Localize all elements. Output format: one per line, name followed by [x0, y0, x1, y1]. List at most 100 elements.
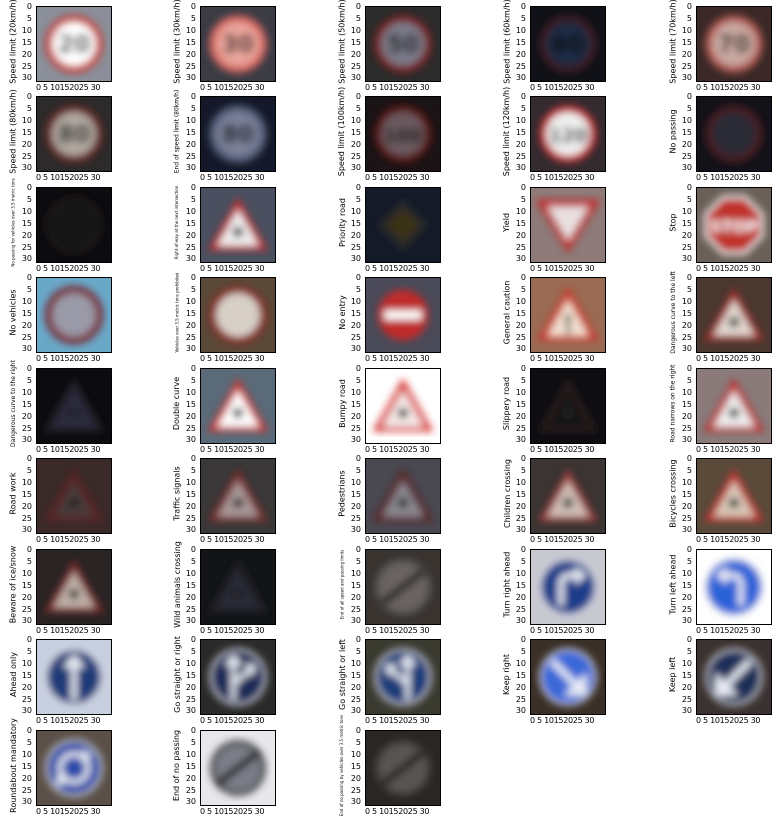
y-tick-label: 25 — [21, 242, 32, 252]
y-axis-ticks: 0 5 10 15 20 25 30 — [512, 454, 528, 534]
y-tick-label: 30 — [350, 525, 361, 535]
y-tick-label: 10 — [185, 387, 196, 397]
y-tick-label: 20 — [515, 230, 526, 240]
y-tick-label: 30 — [21, 616, 32, 626]
y-tick-label: 30 — [515, 344, 526, 354]
y-axis-ticks: 0 5 10 15 20 25 30 — [678, 183, 694, 263]
y-tick-label: 15 — [350, 670, 361, 680]
x-axis-ticks: 0 5 10152025 30 — [365, 807, 430, 816]
y-axis-ticks: 0 5 10 15 20 25 30 — [512, 93, 528, 172]
y-axis-ticks: 0 5 10 15 20 25 30 — [182, 93, 198, 173]
y-tick-label: 5 — [686, 285, 692, 295]
y-tick-label: 25 — [185, 785, 196, 795]
y-tick-label: 5 — [355, 104, 361, 114]
y-tick-label: 10 — [515, 477, 526, 487]
y-axis-ticks: 0 5 10 15 20 25 30 — [347, 274, 363, 354]
sign-class-label-text: Slippery road — [502, 376, 512, 430]
sign-subplot: No passing 0 5 10 15 20 25 30 0 5 10152025 30 — [660, 93, 782, 183]
y-tick-label: 20 — [515, 501, 526, 511]
sign-class-label-text: Speed limit (30km/h) — [172, 0, 182, 84]
sign-subplot: Speed limit (50km/h) 0 5 10 15 20 25 30 50 0 5 10… — [329, 0, 479, 93]
y-tick-label: 30 — [350, 344, 361, 354]
y-axis-ticks: 0 5 10 15 20 25 30 — [182, 545, 198, 625]
x-axis-ticks: 0 5 10152025 30 — [696, 83, 761, 92]
y-axis-ticks: 0 5 10 15 20 25 30 — [347, 365, 363, 444]
y-tick-label: 10 — [21, 206, 32, 216]
y-tick-label: 15 — [21, 580, 32, 590]
sign-class-label-text: Keep left — [668, 656, 678, 692]
sign-subplot: Double curve 0 5 10 15 20 25 30 0 5 10152025 30 — [164, 365, 314, 455]
y-tick-label: 10 — [350, 387, 361, 397]
y-tick-label: 5 — [355, 14, 361, 24]
y-tick-label: 25 — [21, 423, 32, 433]
y-tick-label: 15 — [515, 399, 526, 409]
y-tick-label: 15 — [350, 399, 361, 409]
y-tick-label: 20 — [350, 139, 361, 149]
sign-image — [530, 368, 606, 444]
y-tick-label: 5 — [686, 557, 692, 567]
y-tick-label: 30 — [21, 163, 32, 173]
y-tick-label: 15 — [21, 127, 32, 137]
x-axis-ticks: 0 5 10152025 30 — [365, 626, 430, 635]
y-tick-label: 0 — [190, 545, 196, 555]
y-tick-label: 5 — [520, 285, 526, 295]
y-tick-label: 20 — [185, 230, 196, 240]
x-axis-ticks: 0 5 10152025 30 — [36, 173, 101, 182]
y-tick-label: 15 — [350, 580, 361, 590]
y-tick-label: 25 — [350, 61, 361, 71]
y-axis-ticks: 0 5 10 15 20 25 30 — [347, 2, 363, 82]
y-tick-label: 15 — [350, 761, 361, 771]
y-axis-ticks: 0 5 10 15 20 25 30 — [18, 274, 34, 353]
y-tick-label: 10 — [515, 568, 526, 578]
y-tick-label: 30 — [185, 706, 196, 716]
y-tick-label: 10 — [515, 115, 526, 125]
sign-subplot: Speed limit (60km/h) 0 5 10 15 20 25 30 60 0 5 10… — [494, 0, 644, 93]
y-tick-label: 10 — [515, 25, 526, 35]
y-tick-label: 15 — [515, 580, 526, 590]
sign-image — [365, 187, 441, 263]
sign-class-label-text: End of all speed and passing limits — [339, 549, 345, 619]
sign-image: 80 — [200, 96, 276, 172]
svg-text:STOP: STOP — [710, 217, 758, 236]
y-tick-label: 15 — [515, 308, 526, 318]
sign-subplot: Bumpy road 0 5 10 15 20 25 30 0 5 10152025 30 — [329, 365, 479, 455]
y-tick-label: 5 — [26, 557, 32, 567]
sign-subplot: Yield 0 5 10 15 20 25 30 0 5 10152025 30 — [494, 184, 644, 274]
y-axis-ticks: 0 5 10 15 20 25 30 — [18, 455, 34, 534]
y-tick-label: 20 — [681, 682, 692, 692]
y-tick-label: 15 — [350, 218, 361, 228]
sign-class-label-text: End of speed limit (80km/h) — [173, 89, 181, 173]
y-axis-ticks: 0 5 10 15 20 25 30 — [182, 184, 198, 263]
y-tick-label: 0 — [686, 183, 692, 193]
y-tick-label: 10 — [21, 387, 32, 397]
sign-class-label-text: Road narrows on the right — [669, 364, 677, 442]
sign-class-label-text: End of no passing by vehicles over 3.5 m… — [339, 714, 345, 816]
y-tick-label: 0 — [520, 454, 526, 464]
sign-image — [530, 639, 606, 715]
sign-image: STOP — [696, 187, 772, 263]
sign-image — [365, 277, 441, 353]
sign-subplot: Dangerous curve to the left 0 5 10 15 20 25 30 0… — [660, 271, 782, 364]
y-tick-label: 10 — [185, 115, 196, 125]
sign-subplot: Speed limit (100km/h) 0 5 10 15 20 25 30 100 0 5 … — [329, 86, 479, 183]
x-axis-ticks: 0 5 10152025 30 — [365, 264, 430, 273]
x-axis-ticks: 0 5 10152025 30 — [200, 535, 265, 544]
sign-class-label-text: Speed limit (70km/h) — [668, 0, 678, 84]
y-tick-label: 30 — [185, 163, 196, 173]
sign-class-label-text: Dangerous curve to the right — [9, 359, 17, 447]
y-tick-label: 25 — [350, 242, 361, 252]
y-tick-label: 30 — [515, 254, 526, 264]
y-tick-label: 10 — [185, 25, 196, 35]
y-tick-label: 5 — [686, 104, 692, 114]
y-tick-label: 10 — [185, 568, 196, 578]
y-tick-label: 30 — [185, 525, 196, 535]
y-tick-label: 30 — [350, 797, 361, 807]
sign-class-label-text: End of no passing — [172, 729, 182, 801]
x-axis-ticks: 0 5 10152025 30 — [36, 83, 101, 92]
y-tick-label: 15 — [350, 489, 361, 499]
y-tick-label: 25 — [21, 785, 32, 795]
y-tick-label: 20 — [185, 139, 196, 149]
y-tick-label: 20 — [185, 320, 196, 330]
sign-subplot: Roundabout mandatory 0 5 10 15 20 25 30 0 5 1015… — [0, 718, 150, 817]
y-tick-label: 0 — [355, 2, 361, 12]
